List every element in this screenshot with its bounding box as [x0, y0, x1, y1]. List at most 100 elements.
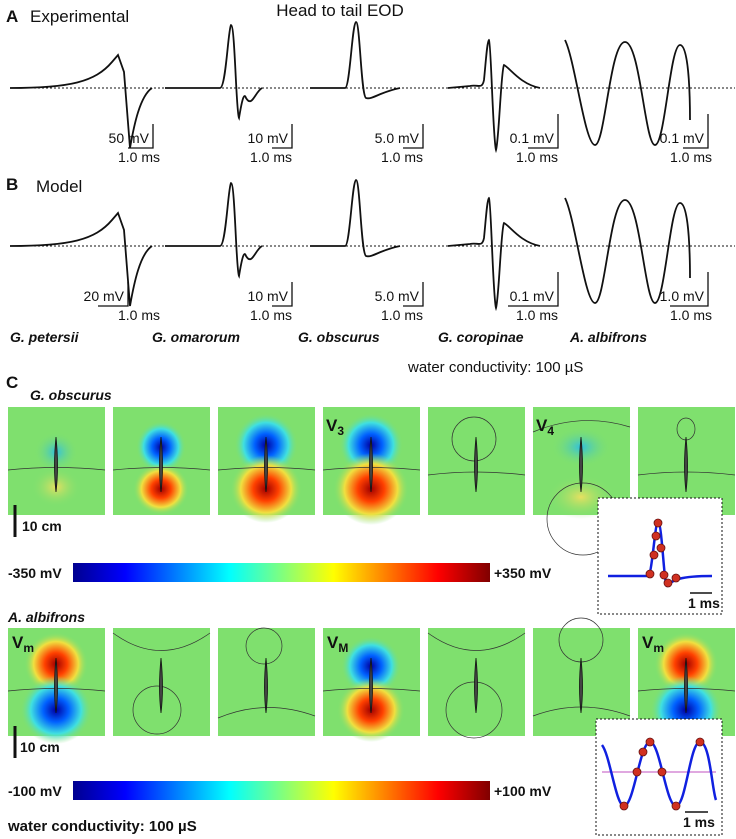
scale-bar	[128, 124, 154, 149]
waveform	[165, 24, 263, 121]
field-map	[637, 628, 736, 744]
inset-scale-label: 1 ms	[683, 814, 715, 830]
graphic	[264, 436, 268, 493]
panel-label: B	[6, 175, 18, 194]
frame-label: Vm	[642, 633, 664, 655]
field-map	[217, 407, 316, 523]
colorbar-max: +100 mV	[494, 783, 552, 799]
inset: 1 ms	[597, 497, 723, 615]
graphic	[112, 632, 211, 651]
scale-time: 1.0 ms	[516, 149, 558, 165]
graphic	[645, 737, 655, 747]
scale-voltage: 5.0 mV	[375, 130, 420, 146]
scale-time: 1.0 ms	[381, 149, 423, 165]
scale-bar	[683, 114, 709, 149]
graphic	[671, 573, 681, 583]
frame-symbol: V	[12, 633, 24, 652]
field-map	[637, 407, 736, 515]
scale-time: 1.0 ms	[670, 149, 712, 165]
row-species: G. obscurus	[30, 387, 112, 403]
scale-voltage: 50 mV	[109, 130, 150, 146]
graphic	[619, 801, 629, 811]
waveform	[447, 38, 541, 154]
scale-bar	[403, 124, 424, 149]
field-map	[217, 627, 316, 736]
scale-voltage: 20 mV	[84, 288, 125, 304]
frame-symbol: V	[326, 416, 338, 435]
panel-label: C	[6, 373, 18, 392]
graphic	[638, 747, 648, 757]
graphic	[132, 685, 182, 735]
heading: Head to tail EOD	[276, 1, 404, 20]
colorbar	[73, 781, 490, 800]
graphic	[657, 767, 667, 777]
species-name: G. coropinae	[438, 329, 524, 345]
scale-label: 10 cm	[20, 739, 60, 755]
graphic	[451, 416, 497, 462]
field-maps	[7, 407, 736, 556]
waveforms	[9, 21, 691, 154]
scale-voltage: 10 mV	[248, 130, 289, 146]
waveform	[310, 21, 401, 100]
panel-title: Model	[36, 177, 82, 196]
frame-subscript: 3	[337, 424, 344, 438]
inset: 1 ms	[595, 718, 723, 836]
colorbar-min: -350 mV	[8, 565, 62, 581]
scale-label: 10 cm	[22, 518, 62, 534]
conductivity: water conductivity: 100 µS	[7, 818, 197, 835]
scale-bars	[128, 114, 709, 149]
species-name: A. albifrons	[569, 329, 647, 345]
graphic	[532, 420, 631, 433]
graphic	[54, 436, 58, 493]
scale-voltage: 1.0 mV	[660, 288, 705, 304]
scale-bar	[670, 272, 709, 307]
conductivity: water conductivity: 100 µS	[407, 359, 583, 376]
field-map	[532, 407, 631, 556]
scale-time: 1.0 ms	[516, 307, 558, 323]
frame-label: V4	[536, 416, 554, 438]
scale-voltage: 5.0 mV	[375, 288, 420, 304]
graphic	[656, 543, 666, 553]
scale-bar	[272, 282, 293, 307]
scale-time: 1.0 ms	[118, 307, 160, 323]
scale-bar	[272, 124, 293, 149]
graphic	[445, 681, 503, 739]
scale-voltage: 10 mV	[248, 288, 289, 304]
field-map	[7, 407, 106, 515]
scale-bar	[508, 272, 559, 307]
frame-subscript: M	[338, 641, 348, 655]
graphic	[663, 578, 673, 588]
colorbar	[73, 563, 490, 582]
row-species: A. albifrons	[7, 609, 85, 625]
scale-voltage: 0.1 mV	[510, 288, 555, 304]
waveform	[9, 53, 153, 149]
frame-label: Vm	[12, 633, 34, 655]
scale-bar	[528, 114, 559, 149]
panel-title: Experimental	[30, 7, 129, 26]
frame-symbol: V	[642, 633, 654, 652]
field-map	[427, 407, 526, 515]
species-name: G. petersii	[10, 329, 80, 345]
graphic	[645, 569, 655, 579]
scale-time: 1.0 ms	[381, 307, 423, 323]
graphic	[427, 632, 526, 651]
field-map	[427, 628, 526, 739]
scale-voltage: 0.1 mV	[660, 130, 705, 146]
frame-subscript: 4	[547, 424, 554, 438]
frame-symbol: V	[536, 416, 548, 435]
graphic	[264, 657, 268, 714]
scale-time: 1.0 ms	[250, 149, 292, 165]
graphic	[651, 531, 661, 541]
species-name: G. obscurus	[298, 329, 380, 345]
field-map	[322, 628, 421, 742]
frame-subscript: m	[23, 641, 34, 655]
scale-bar	[403, 282, 424, 307]
frame-label: V3	[326, 416, 344, 438]
field-map	[112, 407, 211, 515]
inset-scale-label: 1 ms	[688, 595, 720, 611]
graphic	[653, 518, 663, 528]
scale-time: 1.0 ms	[118, 149, 160, 165]
waveform	[564, 39, 691, 146]
panel-label: A	[6, 7, 18, 26]
